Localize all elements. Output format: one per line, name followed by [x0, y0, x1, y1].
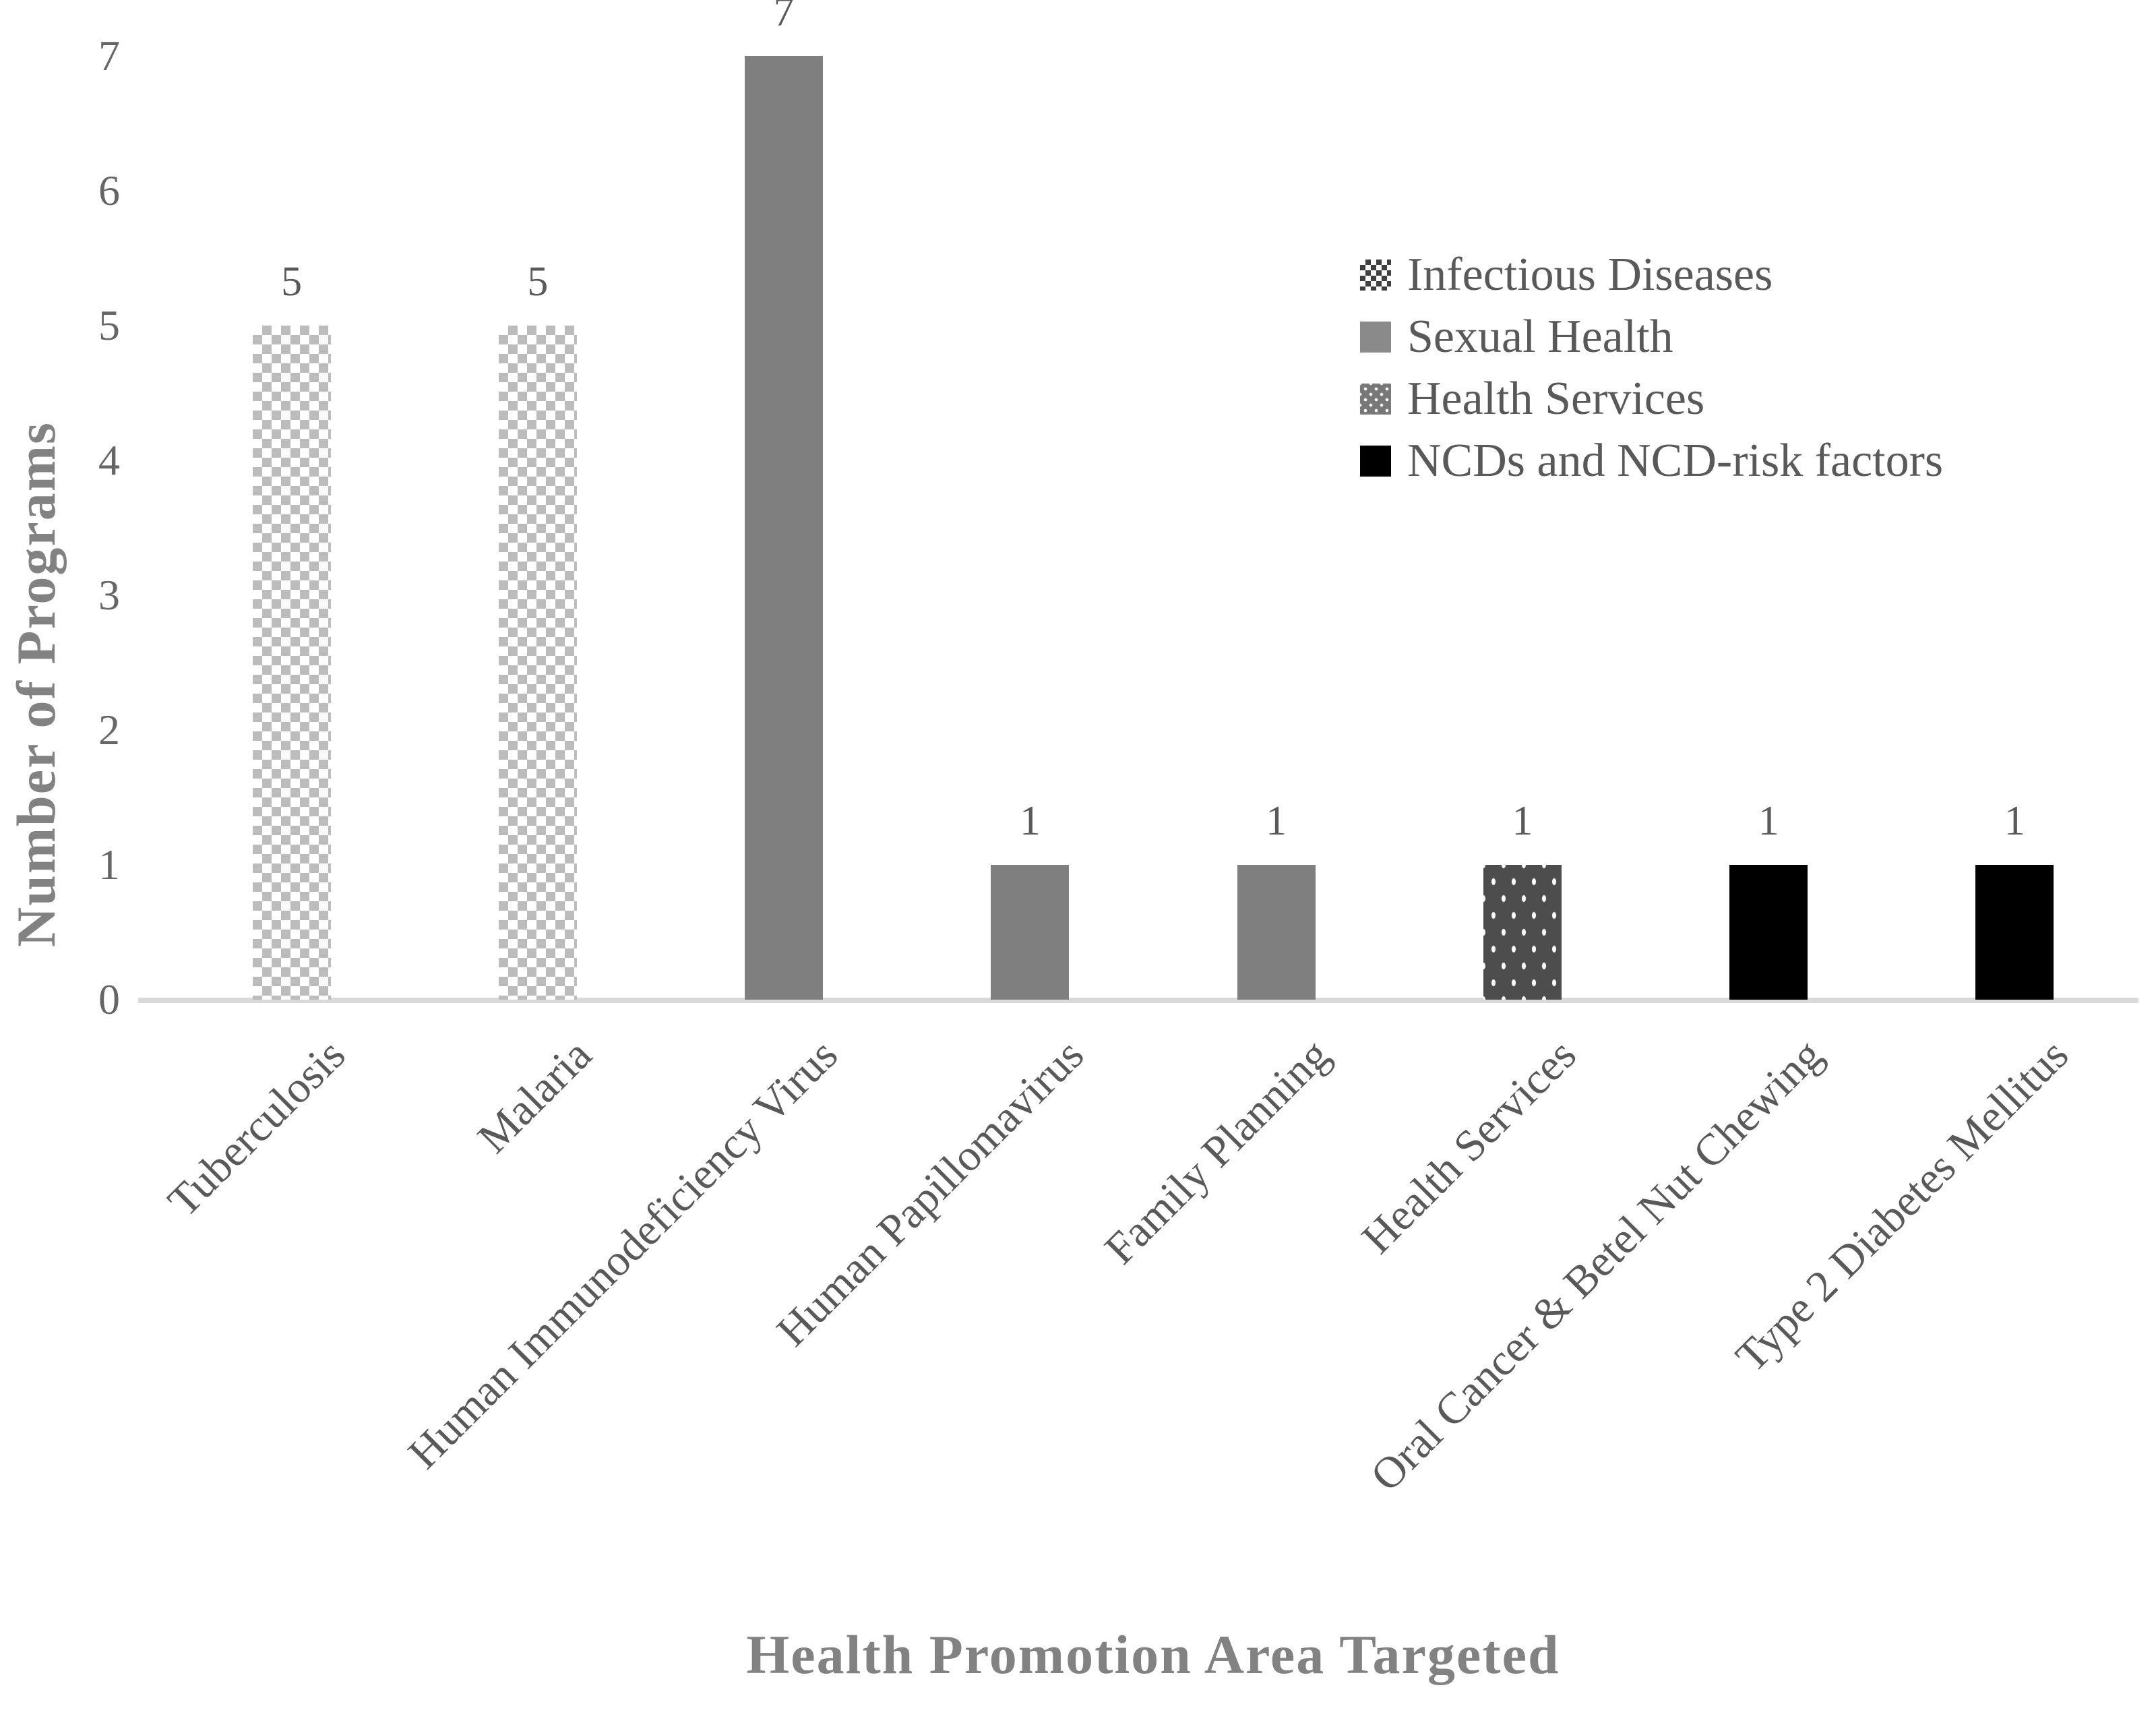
- y-tick-label-4: 4: [98, 436, 120, 484]
- legend-swatch-ncds-and-ncd-risk-factors-icon: [1360, 446, 1391, 477]
- x-category-label-human-immunodeficiency-virus: Human Immunodeficiency Virus: [398, 1030, 847, 1478]
- value-label-human-papillomavirus: 1: [1019, 798, 1041, 844]
- legend-item-ncds-and-ncd-risk-factors: NCDs and NCD-risk factors: [1360, 430, 1943, 492]
- bar-health-services: [1483, 865, 1562, 1000]
- y-tick-label-3: 3: [98, 571, 120, 619]
- x-category-label-oral-cancer-betel-nut-chewing: Oral Cancer & Betel Nut Chewing: [1361, 1030, 1832, 1501]
- value-label-malaria: 5: [527, 259, 549, 305]
- value-label-health-services: 1: [1512, 798, 1533, 844]
- legend-swatch-health-services-icon: [1360, 384, 1391, 415]
- value-label-tuberculosis: 5: [281, 259, 303, 305]
- legend-item-infectious-diseases: Infectious Diseases: [1360, 244, 1943, 306]
- x-category-label-family-planning: Family Planning: [1095, 1030, 1340, 1274]
- legend-item-sexual-health: Sexual Health: [1360, 306, 1943, 368]
- legend-label-infectious-diseases: Infectious Diseases: [1407, 249, 1773, 301]
- legend-label-health-services: Health Services: [1407, 373, 1705, 425]
- value-label-oral-cancer-betel-nut-chewing: 1: [1758, 798, 1779, 844]
- value-label-family-planning: 1: [1266, 798, 1287, 844]
- bar-type-2-diabetes-mellitus: [1975, 865, 2054, 1000]
- y-tick-label-1: 1: [98, 841, 120, 888]
- legend: Infectious Diseases Sexual Health Health S…: [1360, 244, 1943, 492]
- bar-oral-cancer-betel-nut-chewing: [1729, 865, 1808, 1000]
- bar-human-papillomavirus: [991, 865, 1070, 1000]
- legend-item-health-services: Health Services: [1360, 368, 1943, 430]
- legend-swatch-infectious-diseases-icon: [1360, 260, 1391, 291]
- legend-label-ncds-and-ncd-risk-factors: NCDs and NCD-risk factors: [1407, 435, 1944, 487]
- y-tick-label-5: 5: [98, 301, 120, 349]
- x-axis-line: [138, 998, 2138, 1003]
- bar-tuberculosis: [252, 326, 331, 1000]
- legend-swatch-sexual-health-icon: [1360, 322, 1391, 353]
- x-axis-title: Health Promotion Area Targeted: [746, 1624, 1560, 1685]
- y-axis-title: Number of Programs: [5, 421, 67, 947]
- y-tick-label-0: 0: [98, 975, 120, 1023]
- bar-malaria: [498, 326, 577, 1000]
- value-label-human-immunodeficiency-virus: 7: [773, 0, 795, 35]
- y-tick-label-7: 7: [98, 32, 120, 80]
- value-label-type-2-diabetes-mellitus: 1: [2004, 798, 2025, 844]
- y-tick-label-2: 2: [98, 706, 120, 754]
- bar-human-immunodeficiency-virus: [745, 56, 824, 1000]
- y-tick-label-6: 6: [98, 166, 120, 214]
- x-category-label-tuberculosis: Tuberculosis: [158, 1030, 355, 1227]
- x-category-label-health-services: Health Services: [1352, 1030, 1586, 1263]
- x-category-label-malaria: Malaria: [468, 1030, 601, 1163]
- bar-family-planning: [1237, 865, 1316, 1000]
- legend-label-sexual-health: Sexual Health: [1407, 311, 1673, 363]
